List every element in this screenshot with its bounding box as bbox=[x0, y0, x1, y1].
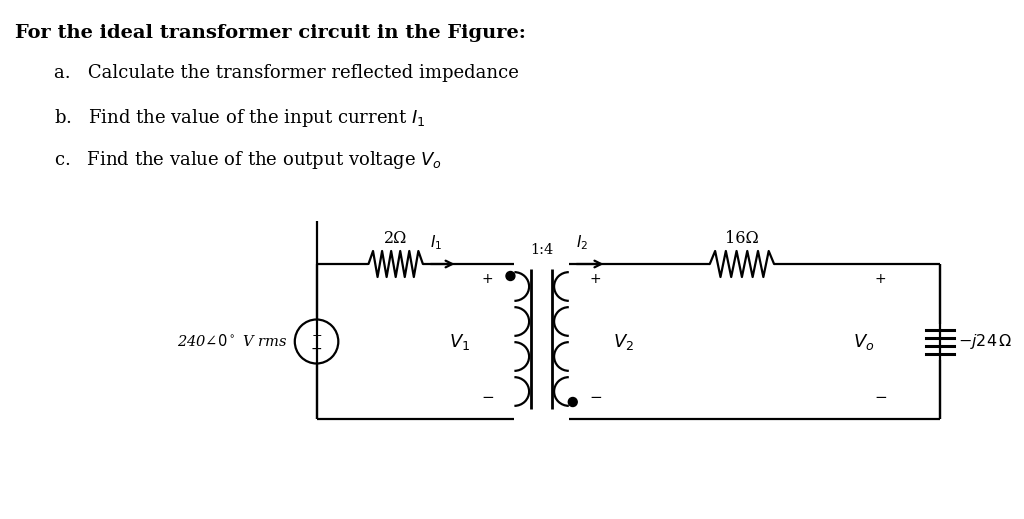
Circle shape bbox=[506, 271, 515, 280]
Text: +: + bbox=[590, 272, 601, 286]
Text: b.   Find the value of the input current $I_1$: b. Find the value of the input current $… bbox=[54, 107, 426, 129]
Text: +: + bbox=[874, 272, 886, 286]
Text: −: − bbox=[874, 389, 887, 404]
Text: $V_1$: $V_1$ bbox=[450, 332, 471, 351]
Text: $I_1$: $I_1$ bbox=[430, 234, 442, 252]
Text: $-j24\,\Omega$: $-j24\,\Omega$ bbox=[957, 332, 1012, 351]
Text: −: − bbox=[310, 342, 323, 356]
Text: $V_o$: $V_o$ bbox=[853, 332, 874, 351]
Text: For the ideal transformer circuit in the Figure:: For the ideal transformer circuit in the… bbox=[14, 24, 525, 42]
Text: 2Ω: 2Ω bbox=[384, 230, 408, 247]
Text: a.   Calculate the transformer reflected impedance: a. Calculate the transformer reflected i… bbox=[54, 64, 519, 82]
Text: +: + bbox=[482, 272, 494, 286]
Text: 1:4: 1:4 bbox=[530, 243, 553, 257]
Circle shape bbox=[568, 398, 578, 406]
Text: $V_2$: $V_2$ bbox=[612, 332, 634, 351]
Text: 240∠$0^\circ$ V rms: 240∠$0^\circ$ V rms bbox=[176, 334, 287, 349]
Text: +: + bbox=[311, 329, 322, 342]
Text: 16Ω: 16Ω bbox=[725, 230, 759, 247]
Text: $I_2$: $I_2$ bbox=[575, 234, 588, 252]
Text: −: − bbox=[589, 389, 602, 404]
Text: c.   Find the value of the output voltage $V_o$: c. Find the value of the output voltage … bbox=[54, 149, 442, 171]
Text: −: − bbox=[481, 389, 494, 404]
